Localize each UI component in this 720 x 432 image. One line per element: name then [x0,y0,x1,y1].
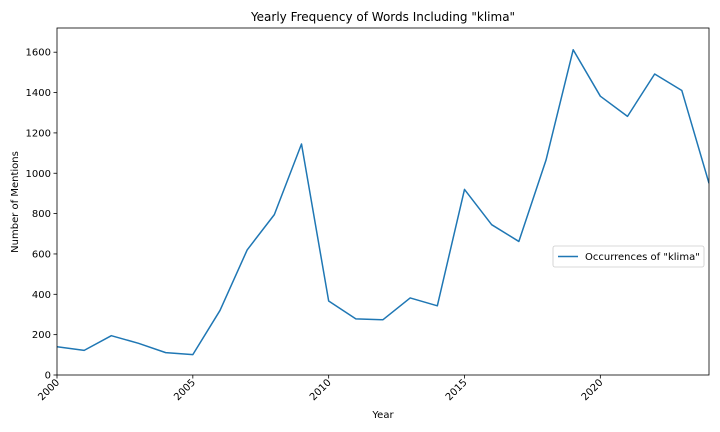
axes: 0 200 400 600 800 1000 1200 1400 1600 2000 2005 201… [26,27,710,403]
y-tick-label: 800 [32,209,51,220]
x-tick-label: 2015 [444,377,470,403]
plot-frame [56,27,710,376]
x-tick-label: 2000 [36,377,62,403]
x-axis-label: Year [371,410,394,421]
y-tick-label: 1600 [26,48,51,59]
plot-area [57,49,709,356]
y-tick-label: 200 [32,330,51,341]
series-line-0 [57,49,709,356]
legend: Occurrences of "klima" [552,245,705,268]
y-tick-label: 1000 [26,169,51,180]
y-tick-label: 0 [45,371,51,382]
x-tick-label: 2010 [308,377,334,403]
y-tick-label: 1400 [26,88,51,99]
y-tick-label: 600 [32,249,51,260]
y-tick-label: 1200 [26,128,51,139]
x-tick-label: 2005 [172,377,198,403]
y-axis-label: Number of Mentions [10,151,21,253]
x-tick-label: 2020 [580,377,606,403]
chart-title: Yearly Frequency of Words Including "kli… [250,10,515,24]
legend-label-0: Occurrences of "klima" [585,252,700,263]
legend-box [552,245,705,268]
y-tick-label: 400 [32,290,51,301]
